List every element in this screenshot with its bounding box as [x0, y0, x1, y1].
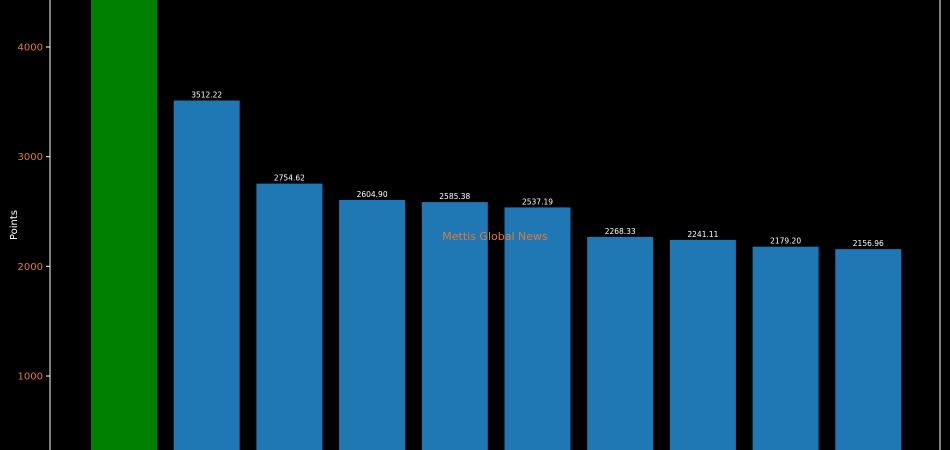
data-label-10: 2156.96	[853, 239, 884, 248]
data-label-4: 2604.90	[357, 190, 388, 199]
bar-5	[421, 202, 488, 450]
y-tick-label-2000: 2000	[18, 262, 43, 273]
y-tick-label-1000: 1000	[18, 372, 43, 383]
bar-1	[91, 0, 157, 450]
bar-6	[504, 207, 571, 450]
bars-group	[91, 0, 902, 450]
data-label-3: 2754.62	[274, 174, 305, 183]
bar-8	[669, 239, 736, 450]
y-tick-label-3000: 3000	[18, 152, 43, 163]
data-label-8: 2241.11	[687, 230, 718, 239]
y-ticks-group: 1000 2000 3000 4000	[18, 43, 50, 383]
bar-2	[173, 100, 240, 450]
y-tick-label-4000: 4000	[18, 43, 43, 54]
bar-10	[835, 249, 902, 450]
data-label-7: 2268.33	[605, 227, 636, 236]
y-axis-label: Points	[9, 210, 20, 240]
data-label-6: 2537.19	[522, 197, 553, 206]
watermark: Mettis Global News	[442, 230, 548, 243]
data-labels-group: 3512.22 2754.62 2604.90 2585.38 2537.19 2268.…	[191, 91, 884, 249]
bar-9	[752, 246, 819, 450]
data-label-2: 3512.22	[191, 91, 222, 100]
data-label-5: 2585.38	[439, 192, 470, 201]
bar-7	[587, 236, 654, 450]
bar-4	[339, 200, 406, 450]
data-label-9: 2179.20	[770, 237, 801, 246]
bar-3	[256, 183, 323, 450]
